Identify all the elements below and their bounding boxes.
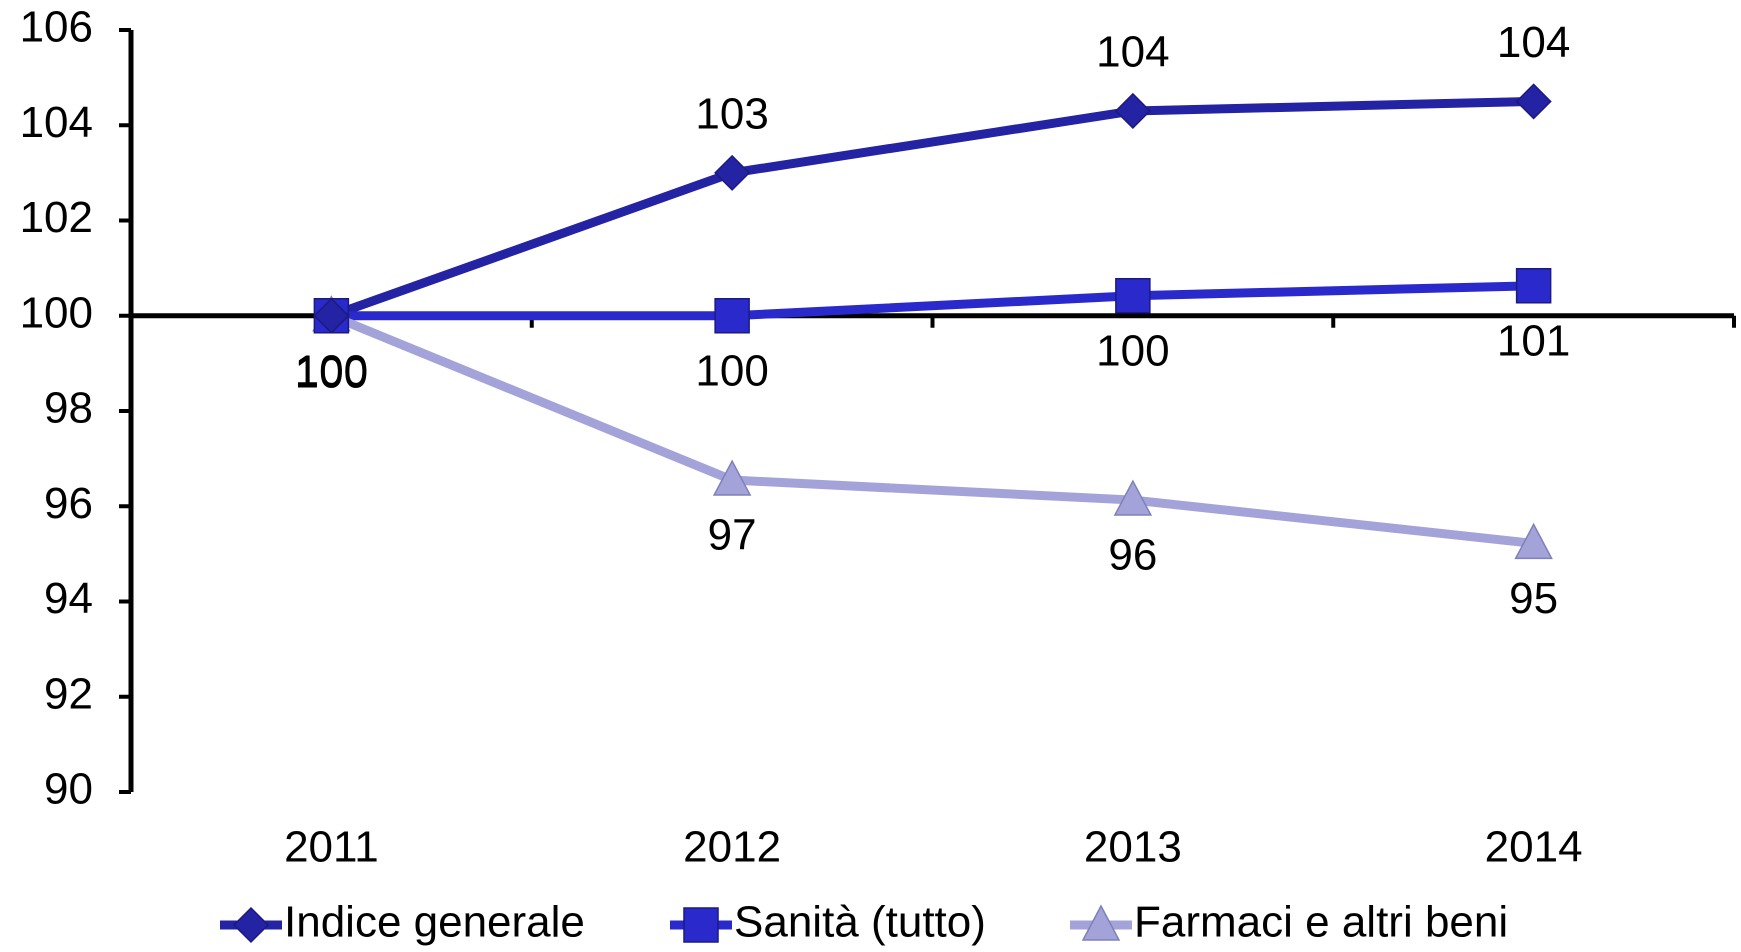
series-line [331,281,1534,321]
data-label: 96 [1108,531,1157,580]
y-tick-label: 100 [20,288,93,337]
data-point [313,297,350,334]
data-point [1514,522,1553,560]
data-label: 101 [1497,316,1570,365]
legend-label: Indice generale [284,898,585,947]
x-tick-label: 2013 [1084,823,1182,872]
y-tick-label: 90 [44,765,93,814]
y-tick-label: 96 [44,479,93,528]
series-line [329,96,1534,320]
data-point [714,298,750,334]
y-tick-label: 102 [20,193,93,242]
y-tick-label: 94 [44,574,93,623]
data-label: 97 [708,511,757,560]
y-tick-label: 92 [44,669,93,718]
data-label: 100 [695,346,768,395]
data-label: 95 [1509,574,1558,623]
data-label: 104 [1497,18,1570,67]
x-tick-label: 2014 [1485,823,1583,872]
data-label: 100 [1096,326,1169,375]
data-label: 104 [1096,28,1169,77]
series-line [329,311,1535,548]
data-point [714,154,751,191]
legend-label: Farmaci e altri beni [1134,898,1508,947]
x-tick-label: 2012 [683,823,781,872]
y-tick-label: 104 [20,98,93,147]
data-point [1515,267,1552,304]
data-point [1515,83,1552,120]
legend-marker [232,906,270,944]
data-point [1115,277,1151,314]
data-label: 103 [695,90,768,139]
data-label: 100 [295,346,368,395]
legend-label: Sanità (tutto) [734,898,986,947]
y-tick-label: 106 [20,3,93,52]
x-tick-label: 2011 [284,823,379,872]
data-point [712,459,752,496]
legend-marker [683,907,719,943]
legend-marker [1081,904,1121,941]
data-point [1113,479,1153,516]
data-label: 100 [295,348,368,397]
y-tick-label: 98 [44,384,93,433]
data-point [1114,92,1151,130]
